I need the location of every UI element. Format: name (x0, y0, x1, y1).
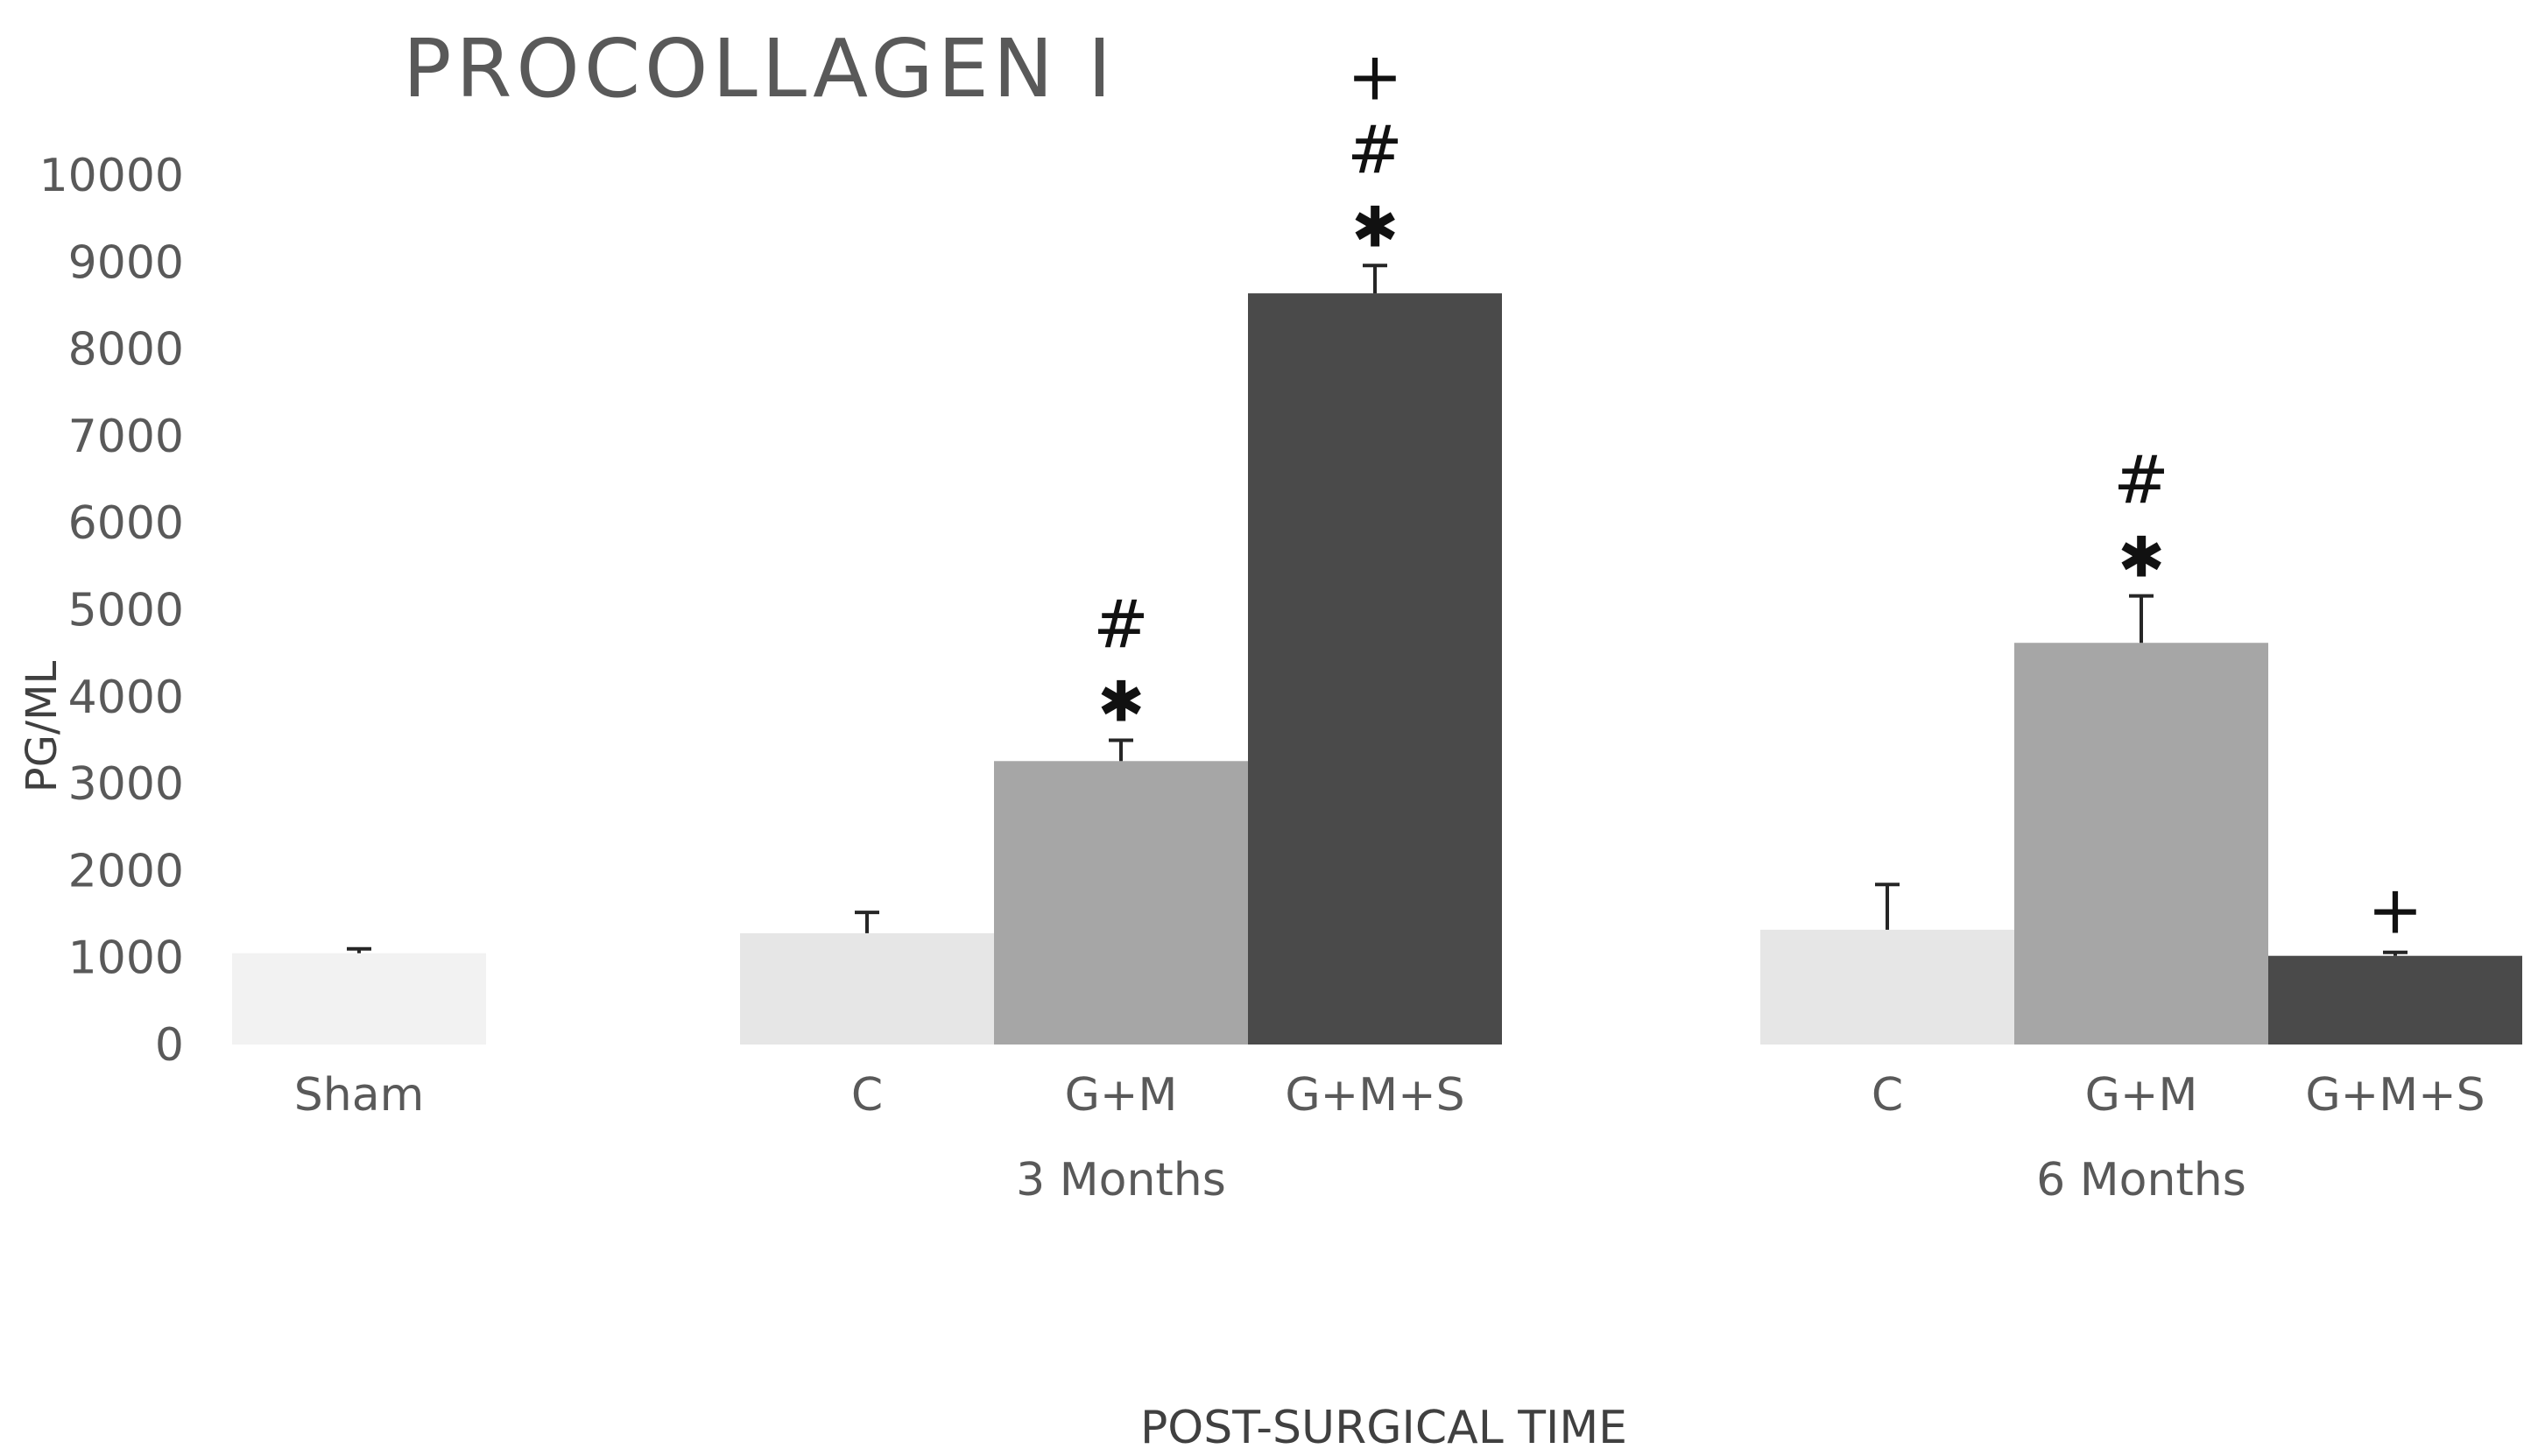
significance-mark: # (1347, 110, 1403, 188)
x-axis-label: POST-SURGICAL TIME (1140, 1402, 1627, 1454)
category-labels: Sham C G+M G+M+S C G+M G+M+S (294, 1069, 2485, 1122)
category-label: C (851, 1069, 883, 1122)
y-tick-label: 4000 (68, 672, 184, 724)
category-label: C (1872, 1069, 1903, 1122)
category-label: G+M+S (1285, 1069, 1464, 1122)
bar (1248, 293, 1502, 1045)
group-label: 6 Months (2036, 1154, 2246, 1206)
chart-title: PROCOLLAGEN I (403, 22, 1116, 116)
bars: ✱#✱#+✱#+ (232, 37, 2522, 1045)
category-label: G+M (2085, 1069, 2198, 1122)
y-tick-label: 9000 (68, 236, 184, 289)
bar (232, 953, 486, 1045)
bar (2268, 955, 2522, 1045)
group-labels: 3 Months 6 Months (1016, 1154, 2246, 1206)
y-tick-label: 2000 (68, 845, 184, 897)
y-tick-label: 10000 (39, 150, 184, 202)
significance-mark: ✱ (1351, 195, 1399, 260)
category-label: Sham (294, 1069, 424, 1122)
y-tick-label: 3000 (68, 758, 184, 811)
significance-mark: ✱ (2118, 526, 2165, 591)
significance-mark: # (2113, 441, 2169, 519)
significance-mark: + (2367, 871, 2423, 949)
group-label: 3 Months (1016, 1154, 1226, 1206)
y-tick-label: 5000 (68, 585, 184, 637)
significance-mark: ✱ (1097, 670, 1145, 735)
significance-mark: # (1093, 585, 1149, 663)
bar (740, 932, 994, 1045)
significance-mark: + (1347, 37, 1403, 115)
category-label: G+M (1065, 1069, 1178, 1122)
y-axis-ticks: 0 1000 2000 3000 4000 5000 6000 7000 8000 9000 100… (39, 150, 184, 1072)
y-tick-label: 7000 (68, 411, 184, 463)
bar (1760, 929, 2014, 1045)
y-tick-label: 8000 (68, 324, 184, 376)
y-axis-label: PG/ML (18, 661, 67, 793)
y-tick-label: 6000 (68, 497, 184, 550)
bar (2014, 643, 2268, 1045)
y-tick-label: 0 (155, 1019, 184, 1072)
y-tick-label: 1000 (68, 932, 184, 985)
category-label: G+M+S (2305, 1069, 2485, 1122)
bar (994, 761, 1248, 1045)
